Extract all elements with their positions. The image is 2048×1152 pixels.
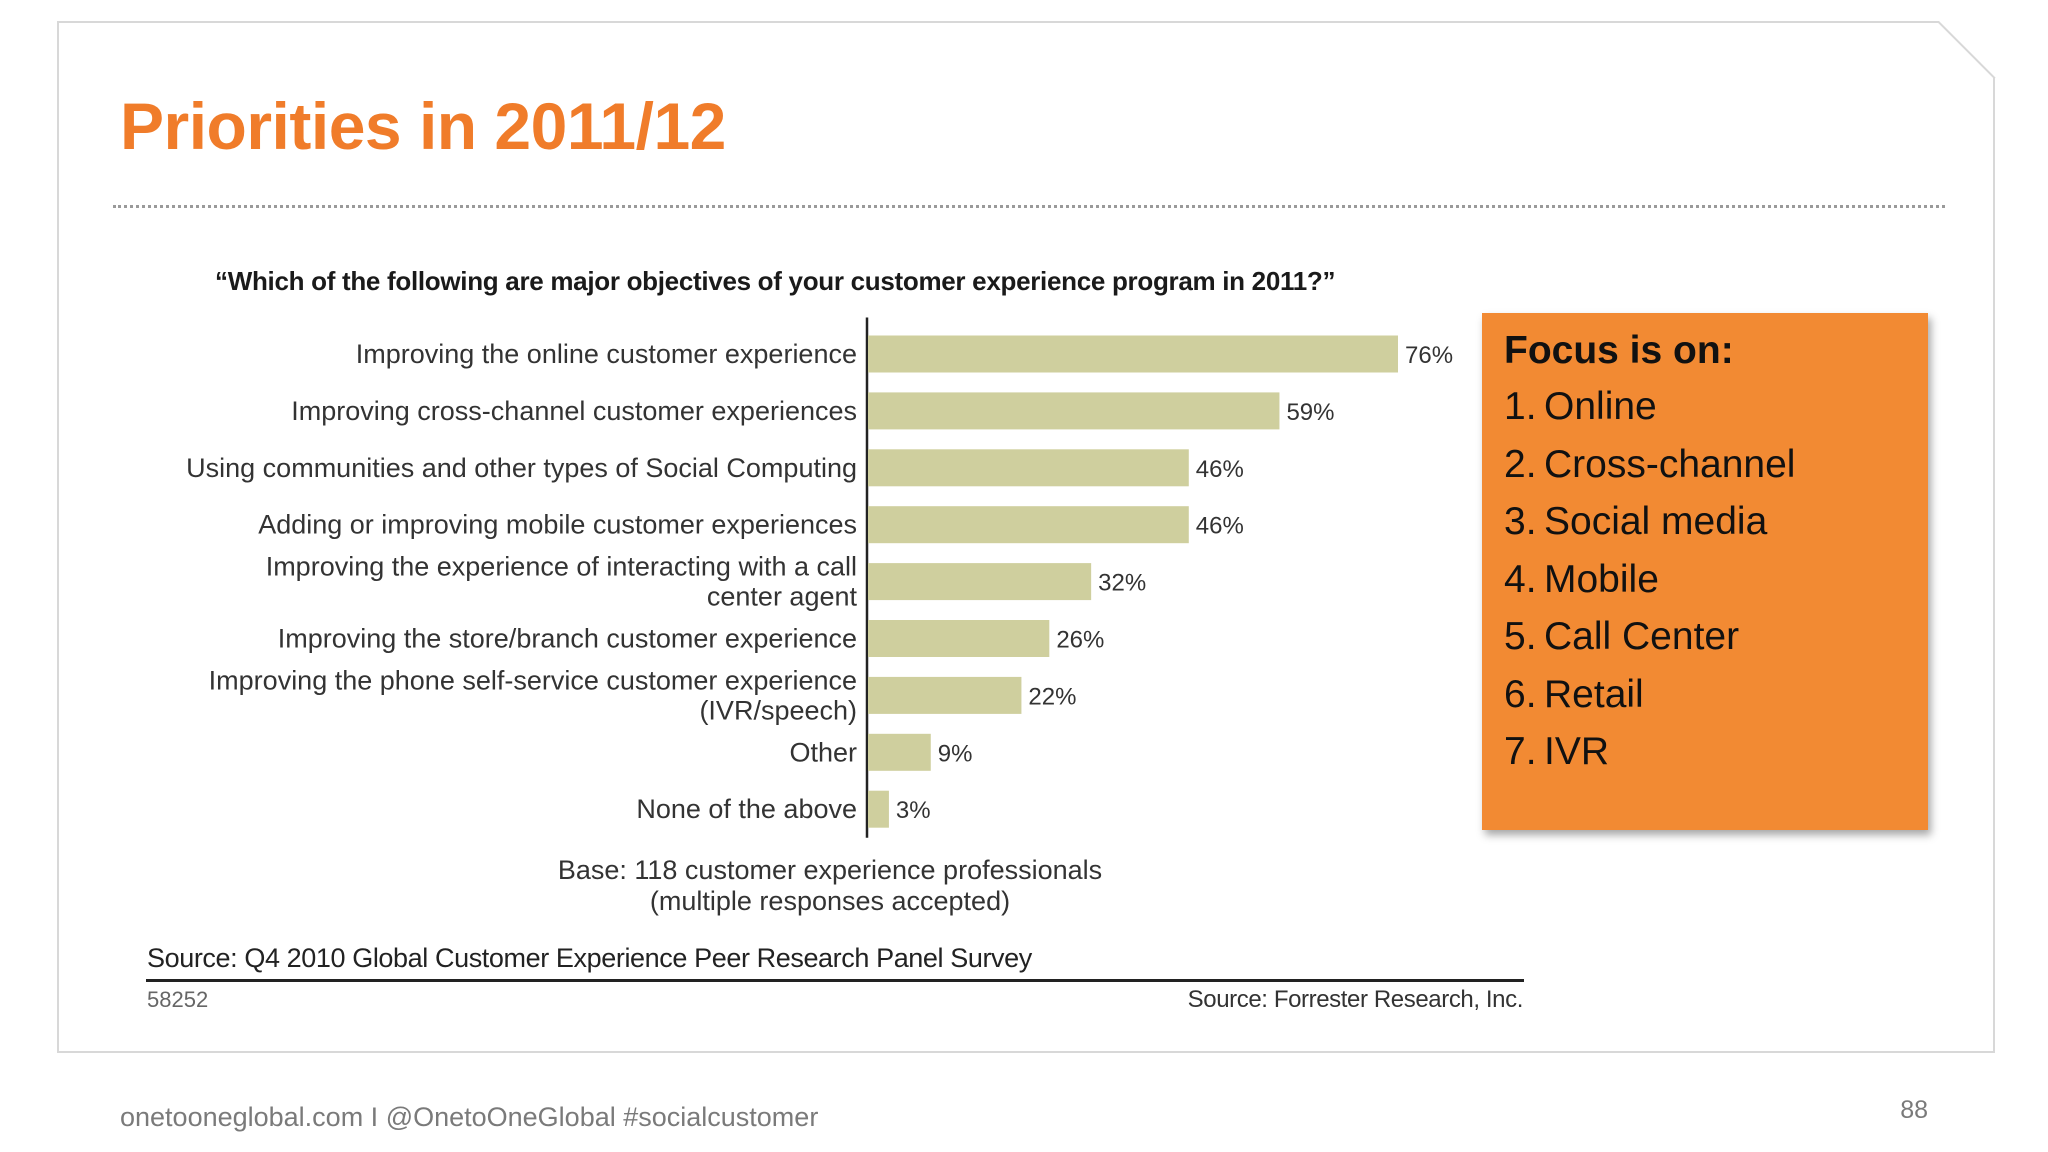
focus-item-number: 3. <box>1504 500 1537 543</box>
category-label: (IVR/speech) <box>699 695 857 725</box>
focus-item-number: 5. <box>1504 615 1537 658</box>
source-credit: Source: Forrester Research, Inc. <box>1187 986 1524 1013</box>
focus-item: 6. Retail <box>1504 671 1906 729</box>
value-label: 9% <box>938 740 973 767</box>
category-label: Using communities and other types of Soc… <box>186 453 857 483</box>
category-label: Improving the phone self-service custome… <box>209 665 857 695</box>
category-label: Improving the online customer experience <box>356 339 857 369</box>
category-label: center agent <box>707 582 858 612</box>
category-label: Improving the store/branch customer expe… <box>278 624 857 654</box>
base-note-line: (multiple responses accepted) <box>649 886 1011 916</box>
bar <box>868 676 1022 714</box>
category-label: Improving the experience of interacting … <box>266 552 857 582</box>
bar <box>868 733 931 771</box>
title-divider <box>113 205 1945 208</box>
bar <box>868 392 1280 430</box>
base-note: Base: 118 customer experience profession… <box>550 855 1110 917</box>
chart-title: “Which of the following are major object… <box>215 266 1336 296</box>
focus-item: 7. IVR <box>1504 728 1906 786</box>
figure-id: 58252 <box>147 987 209 1012</box>
bar <box>868 790 889 828</box>
bar <box>868 563 1092 601</box>
bar <box>868 506 1189 544</box>
focus-item: 4. Mobile <box>1504 556 1906 614</box>
value-label: 76% <box>1405 342 1453 369</box>
focus-item: 1. Online <box>1504 383 1906 441</box>
category-label: None of the above <box>636 794 857 824</box>
bar <box>868 335 1398 373</box>
category-label: Other <box>789 737 857 767</box>
focus-item-number: 1. <box>1504 385 1537 428</box>
bar <box>868 620 1050 657</box>
focus-item-label: Retail <box>1544 672 1644 716</box>
focus-item-number: 7. <box>1504 730 1537 773</box>
value-label: 46% <box>1196 513 1244 540</box>
focus-list: 1. Online 2. Cross-channel 3. Social media … <box>1504 383 1906 786</box>
value-label: 59% <box>1286 399 1334 426</box>
focus-title: Focus is on: <box>1504 329 1734 372</box>
focus-item-label: Cross-channel <box>1544 442 1796 486</box>
page-corner-fold <box>1939 21 1995 77</box>
focus-item-label: Call Center <box>1544 615 1740 658</box>
page-number: 88 <box>1900 1096 1928 1124</box>
slide-title: Priorities in 2011/12 <box>120 89 726 163</box>
value-label: 22% <box>1028 683 1076 710</box>
footer-text: onetooneglobal.com I @OnetoOneGlobal #so… <box>120 1102 819 1132</box>
value-label: 32% <box>1098 570 1146 597</box>
base-note-line: Base: 118 customer experience profession… <box>557 855 1103 885</box>
focus-item-label: Online <box>1544 385 1657 428</box>
focus-item: 3. Social media <box>1504 498 1906 556</box>
focus-item-number: 2. <box>1504 442 1537 486</box>
focus-item: 2. Cross-channel <box>1504 441 1906 499</box>
value-label: 26% <box>1056 627 1104 654</box>
survey-source: Source: Q4 2010 Global Customer Experien… <box>147 943 1032 973</box>
value-label: 46% <box>1196 456 1244 483</box>
value-label: 3% <box>896 797 931 824</box>
focus-item: 5. Call Center <box>1504 613 1906 671</box>
focus-item-number: 6. <box>1504 672 1537 716</box>
category-label: Improving cross-channel customer experie… <box>291 396 857 426</box>
focus-item-label: Social media <box>1544 500 1768 543</box>
focus-item-label: Mobile <box>1544 557 1659 601</box>
bar <box>868 449 1189 487</box>
category-label: Adding or improving mobile customer expe… <box>258 510 857 540</box>
focus-callout-box: Focus is on: 1. Online 2. Cross-channel 3.… <box>1482 313 1928 830</box>
focus-item-number: 4. <box>1504 557 1537 601</box>
source-divider <box>146 979 1524 982</box>
focus-item-label: IVR <box>1544 730 1610 773</box>
